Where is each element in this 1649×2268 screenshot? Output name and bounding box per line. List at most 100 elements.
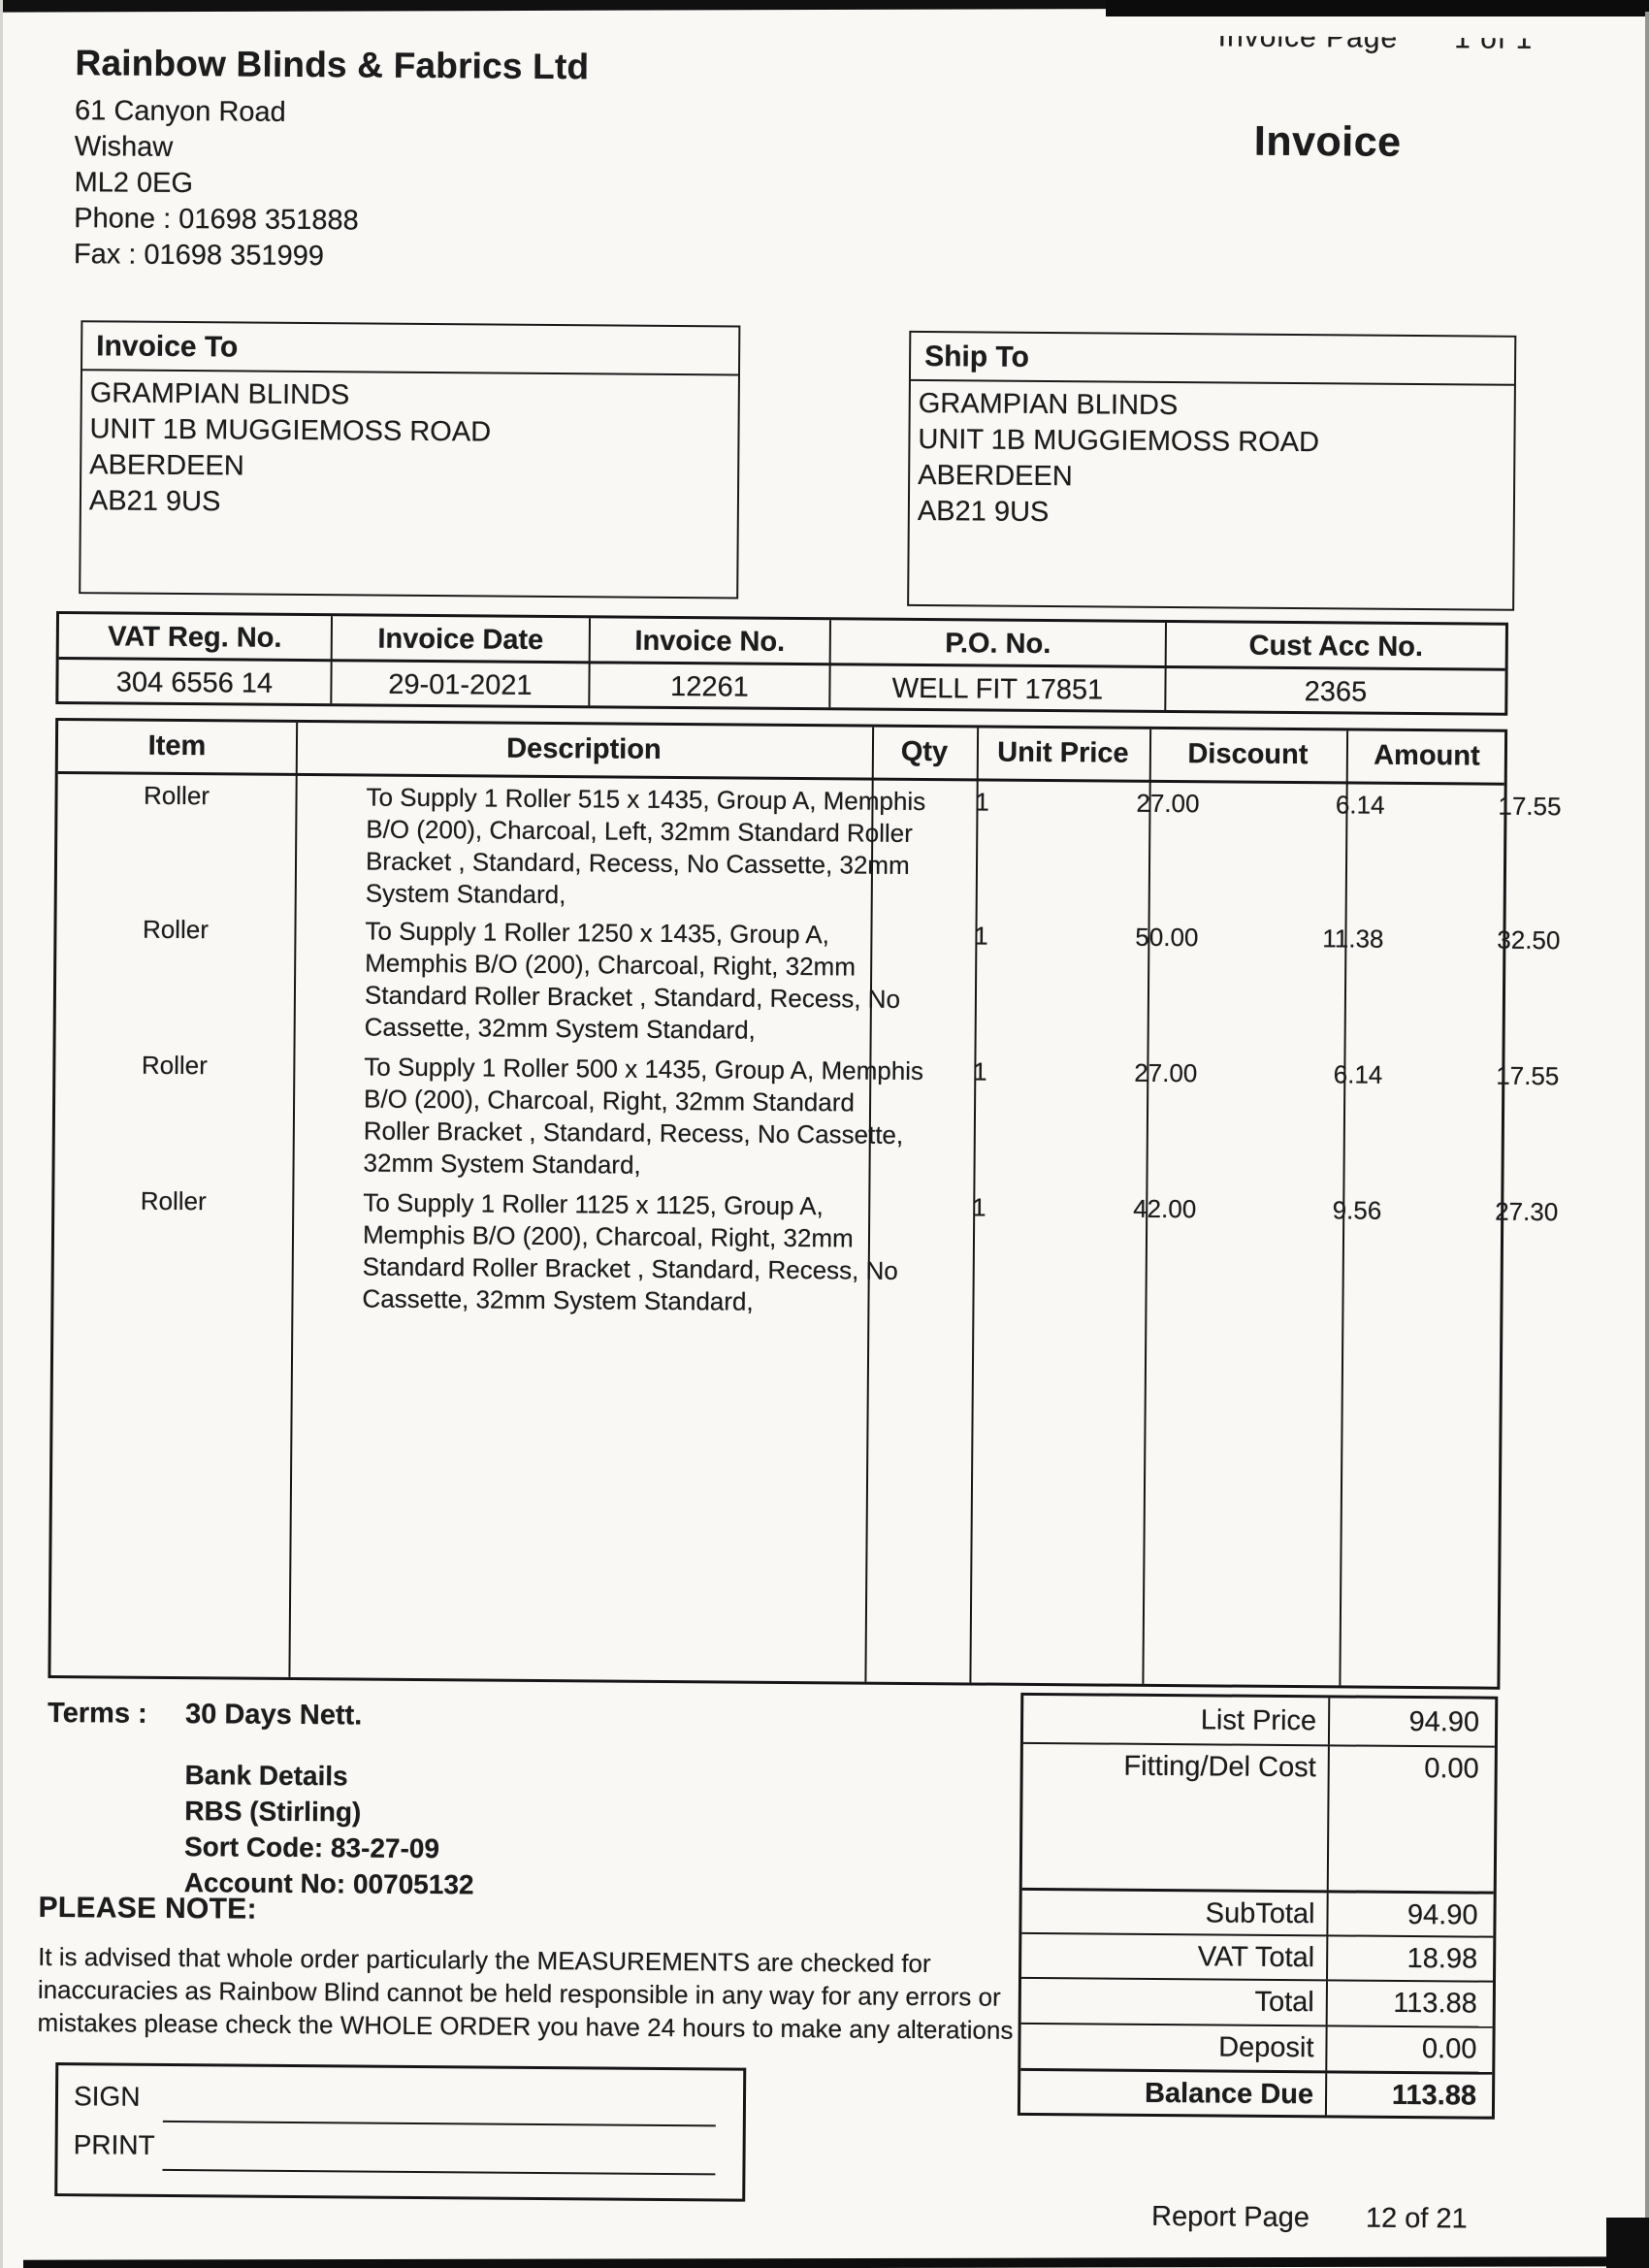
document-title: Invoice [1253, 117, 1402, 166]
totals-row-vat: VAT Total 18.98 [1021, 1931, 1494, 1981]
sign-line [162, 2120, 716, 2127]
meta-value-po-no: WELL FIT 17851 [828, 665, 1165, 710]
ship-to-line: ABERDEEN [918, 459, 1073, 493]
invoice-to-box: Invoice To GRAMPIAN BLINDS UNIT 1B MUGGI… [79, 320, 741, 599]
scan-edge-corner [1606, 2218, 1649, 2268]
item-amount: 27.30 [1495, 1196, 1559, 1227]
meta-header-invoice-date: Invoice Date [330, 616, 590, 664]
totals-label: SubTotal [1205, 1897, 1315, 1930]
item-description: To Supply 1 Roller 500 x 1435, Group A, … [363, 1052, 924, 1180]
please-note-body: It is advised that whole order particula… [37, 1941, 1014, 2045]
print-line [162, 2168, 716, 2176]
totals-row-balance-due: Balance Due 113.88 [1019, 2067, 1493, 2117]
totals-row-fitting: Fitting/Del Cost 0.00 [1021, 1741, 1495, 1892]
scan-edge-top-right [1106, 0, 1649, 16]
item-amount: 17.55 [1496, 1060, 1560, 1091]
items-header-qty: Qty [900, 735, 949, 768]
totals-label: Total [1254, 1986, 1314, 2019]
item-description: To Supply 1 Roller 1125 x 1125, Group A,… [362, 1187, 898, 1316]
ship-to-box: Ship To GRAMPIAN BLINDS UNIT 1B MUGGIEMO… [907, 330, 1517, 611]
totals-value: 0.00 [1421, 2033, 1477, 2065]
sign-label: SIGN [73, 2081, 141, 2112]
item-amount: 32.50 [1497, 924, 1561, 956]
ship-to-address: GRAMPIAN BLINDS UNIT 1B MUGGIEMOSS ROAD … [910, 381, 1514, 535]
ship-to-title: Ship To [910, 332, 1515, 386]
invoice-to-line: ABERDEEN [89, 449, 244, 482]
meta-value-vat-reg: 304 6556 14 [115, 666, 274, 699]
scan-edge-right [1645, 12, 1649, 2268]
invoice-to-line: GRAMPIAN BLINDS [89, 377, 350, 411]
invoice-to-line: UNIT 1B MUGGIEMOSS ROAD [89, 413, 492, 448]
bank-details-line: RBS (Stirling) [184, 1796, 362, 1828]
totals-box: List Price 94.90 Fitting/Del Cost 0.00 S… [1017, 1692, 1499, 2120]
items-header-unit-price: Unit Price [997, 736, 1129, 769]
totals-label: Deposit [1218, 2031, 1314, 2064]
company-name: Rainbow Blinds & Fabrics Ltd [75, 43, 590, 87]
terms-value: 30 Days Nett. [184, 1699, 363, 1732]
totals-value: 0.00 [1424, 1753, 1479, 1785]
totals-row-total: Total 113.88 [1020, 1976, 1494, 2026]
company-address-line: 61 Canyon Road [74, 95, 286, 128]
invoice-to-address: GRAMPIAN BLINDS UNIT 1B MUGGIEMOSS ROAD … [81, 371, 738, 524]
item-name: Roller [143, 780, 210, 811]
invoice-page-indicator: Invoice Page 1 of 1 [1218, 20, 1534, 56]
invoice-page-label: Invoice Page [1217, 20, 1399, 54]
item-unit-price: 27.00 [1136, 788, 1200, 819]
items-header-amount: Amount [1374, 739, 1480, 772]
meta-value-invoice-no: 12261 [588, 664, 829, 708]
totals-row-subtotal: SubTotal 94.90 [1021, 1887, 1494, 1936]
meta-header-vat-reg: VAT Reg. No. [58, 614, 332, 663]
meta-header-po-no: P.O. No. [828, 620, 1165, 668]
item-qty: 1 [975, 787, 989, 817]
totals-label: Fitting/Del Cost [1123, 1750, 1316, 1784]
item-name: Roller [140, 1185, 207, 1216]
terms-label: Terms : [48, 1697, 147, 1730]
please-note-title: PLEASE NOTE: [38, 1891, 257, 1926]
ship-to-line: GRAMPIAN BLINDS [918, 387, 1179, 422]
item-description: To Supply 1 Roller 515 x 1435, Group A, … [365, 782, 926, 910]
bank-details: Bank Details RBS (Stirling) Sort Code: 8… [184, 1757, 475, 1902]
company-address-line: Fax : 01698 351999 [73, 239, 325, 273]
invoice-to-title: Invoice To [81, 322, 739, 376]
bank-details-line: Sort Code: 83-27-09 [183, 1831, 440, 1864]
meta-header-invoice-no: Invoice No. [588, 618, 830, 666]
report-page-value: 12 of 21 [1365, 2202, 1468, 2235]
report-page-indicator: Report Page 12 of 21 [1151, 2201, 1468, 2236]
totals-label: Balance Due [1144, 2077, 1314, 2111]
totals-value: 113.88 [1391, 2079, 1477, 2112]
meta-value-invoice-date: 29-01-2021 [330, 662, 589, 706]
totals-value: 18.98 [1406, 1942, 1478, 1975]
totals-label: List Price [1200, 1704, 1317, 1737]
totals-row-list-price: List Price 94.90 [1023, 1696, 1495, 1746]
invoice-page-value: 1 of 1 [1454, 22, 1534, 55]
item-description: To Supply 1 Roller 1250 x 1435, Group A,… [364, 916, 901, 1045]
item-qty: 1 [971, 1192, 986, 1222]
line-items-table: Item Description Qty Unit Price Discount… [48, 718, 1562, 1690]
totals-label: VAT Total [1197, 1941, 1315, 1974]
company-address-line: Phone : 01698 351888 [74, 203, 359, 237]
meta-value-cust-acc-no: 2365 [1164, 667, 1505, 713]
item-unit-price: 50.00 [1135, 922, 1199, 953]
totals-value: 94.90 [1406, 1898, 1478, 1931]
ship-to-line: UNIT 1B MUGGIEMOSS ROAD [918, 423, 1320, 459]
items-header-description: Description [506, 732, 662, 765]
items-header-discount: Discount [1187, 738, 1309, 771]
totals-row-deposit: Deposit 0.00 [1020, 2022, 1493, 2072]
totals-value: 113.88 [1393, 1987, 1477, 2020]
item-unit-price: 42.00 [1133, 1193, 1197, 1224]
item-name: Roller [141, 1050, 208, 1081]
ship-to-line: AB21 9US [917, 495, 1050, 529]
item-name: Roller [142, 914, 210, 945]
company-address: 61 Canyon Road Wishaw ML2 0EG Phone : 01… [74, 93, 360, 275]
scan-edge-left [0, 0, 3, 2268]
item-qty: 1 [973, 1056, 987, 1086]
totals-value: 94.90 [1408, 1705, 1480, 1738]
company-address-line: Wishaw [74, 131, 174, 163]
print-label: PRINT [73, 2129, 155, 2160]
invoice-to-line: AB21 9US [88, 485, 221, 518]
bank-details-line: Bank Details [184, 1760, 348, 1792]
meta-header-cust-acc-no: Cust Acc No. [1164, 622, 1505, 671]
item-amount: 17.55 [1498, 791, 1562, 822]
